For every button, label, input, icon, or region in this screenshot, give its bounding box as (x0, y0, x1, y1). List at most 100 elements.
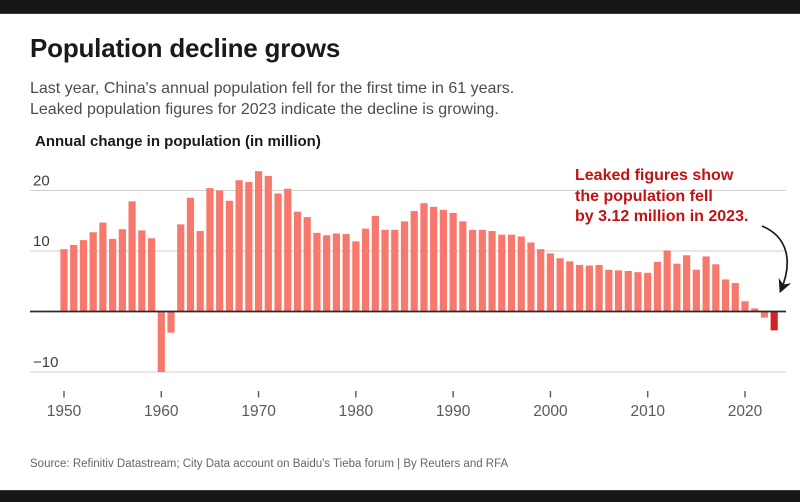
annotation-arrow-icon (761, 225, 792, 294)
x-tick-label-1980: 1980 (339, 403, 374, 420)
bar-1962 (177, 224, 185, 312)
bar-1954 (99, 222, 107, 312)
bar-1997 (517, 236, 525, 312)
bar-2003 (576, 264, 584, 312)
bar-1973 (284, 188, 292, 312)
bar-2017 (712, 264, 720, 312)
bar-1989 (439, 209, 448, 312)
chart-axis-title: Annual change in population (in million) (35, 133, 321, 150)
bar-1983 (381, 229, 389, 312)
bar-1960 (157, 311, 165, 372)
page-title: Population decline grows (30, 33, 341, 63)
x-tick-label-1960: 1960 (144, 403, 179, 420)
bar-2005 (595, 264, 603, 312)
bar-1979 (342, 234, 350, 312)
bar-1958 (138, 230, 146, 312)
bar-2006 (605, 269, 613, 312)
subtitle: Last year, China's annual population fel… (30, 78, 514, 120)
bar-2014 (683, 255, 691, 312)
subtitle-line-1: Last year, China's annual population fel… (30, 80, 515, 97)
bars (60, 171, 778, 372)
bar-2011 (653, 261, 662, 312)
bar-1961 (167, 311, 175, 333)
axes: 1950 1960 1970 1980 1990 2000 2010 2020 (30, 310, 786, 420)
bar-2019 (731, 283, 739, 312)
bar-1990 (449, 212, 457, 312)
bar-2022 (760, 311, 769, 318)
bar-1952 (79, 240, 88, 312)
bar-1955 (109, 238, 117, 312)
bar-1967 (225, 200, 233, 312)
bar-2021 (751, 308, 759, 312)
bar-1976 (313, 232, 321, 312)
bar-1971 (264, 175, 272, 312)
gridlines: 20 10 −10 (30, 173, 786, 373)
top-frame-bar (0, 0, 800, 14)
bar-1950 (60, 249, 68, 312)
y-tick-label-20: 20 (33, 173, 50, 190)
bar-2009 (634, 272, 642, 312)
x-tick-label-1950: 1950 (47, 403, 82, 420)
bar-2002 (566, 261, 574, 312)
bar-1995 (498, 234, 506, 312)
bar-2000 (546, 253, 555, 312)
bar-1987 (420, 203, 428, 312)
x-tick-label-1990: 1990 (436, 403, 471, 420)
bar-1957 (128, 201, 136, 312)
annotation-line-2: the population fell (575, 187, 713, 205)
bar-1986 (410, 211, 418, 312)
bar-1959 (147, 238, 156, 312)
bar-1978 (332, 233, 341, 312)
bar-1985 (400, 221, 409, 312)
bar-1956 (118, 229, 126, 312)
bar-1991 (459, 221, 467, 312)
subtitle-line-2: Leaked population figures for 2023 indic… (30, 101, 499, 118)
bottom-frame-bar (0, 490, 800, 502)
bar-1999 (537, 249, 545, 312)
bar-1977 (323, 235, 331, 312)
bar-1963 (186, 197, 195, 312)
bar-2013 (673, 263, 681, 312)
bar-1974 (293, 211, 302, 312)
bar-2001 (556, 258, 564, 312)
bar-1965 (206, 188, 214, 312)
bar-1970 (254, 171, 263, 312)
bar-1966 (216, 190, 224, 312)
x-tick-label-2000: 2000 (533, 403, 568, 420)
annotation-line-1: Leaked figures show (575, 167, 734, 184)
bar-1969 (245, 182, 253, 312)
bar-1996 (507, 234, 516, 312)
y-tick-label-10: 10 (33, 233, 50, 250)
x-tick-label-2020: 2020 (728, 403, 763, 420)
bar-1951 (70, 244, 78, 312)
bar-1968 (235, 180, 243, 312)
source-credit: Source: Refinitiv Datastream; City Data … (30, 458, 509, 470)
annotation-line-3: by 3.12 million in 2023. (575, 208, 749, 225)
bar-1998 (527, 242, 535, 312)
bar-1980 (352, 241, 360, 312)
bar-1988 (430, 206, 438, 312)
y-tick-label--10: −10 (33, 354, 58, 371)
bar-1964 (196, 231, 204, 312)
bar-1953 (89, 232, 97, 312)
bar-1984 (391, 229, 399, 312)
bar-1992 (469, 229, 477, 312)
bar-2016 (702, 256, 710, 312)
x-tick-label-2010: 2010 (630, 403, 665, 420)
bar-1993 (478, 229, 486, 312)
bar-2004 (585, 265, 593, 312)
bar-2012 (663, 250, 671, 312)
bar-1994 (488, 231, 496, 312)
x-tick-label-1970: 1970 (241, 403, 276, 420)
bar-2008 (624, 270, 632, 312)
bar-1982 (371, 215, 379, 312)
bar-1975 (303, 217, 311, 312)
bar-2007 (614, 270, 623, 312)
bar-2015 (692, 269, 700, 312)
bar-2018 (721, 279, 730, 312)
bar-2020 (741, 301, 749, 312)
bar-2010 (644, 272, 652, 312)
bar-1981 (361, 228, 370, 312)
bar-1972 (274, 193, 282, 312)
